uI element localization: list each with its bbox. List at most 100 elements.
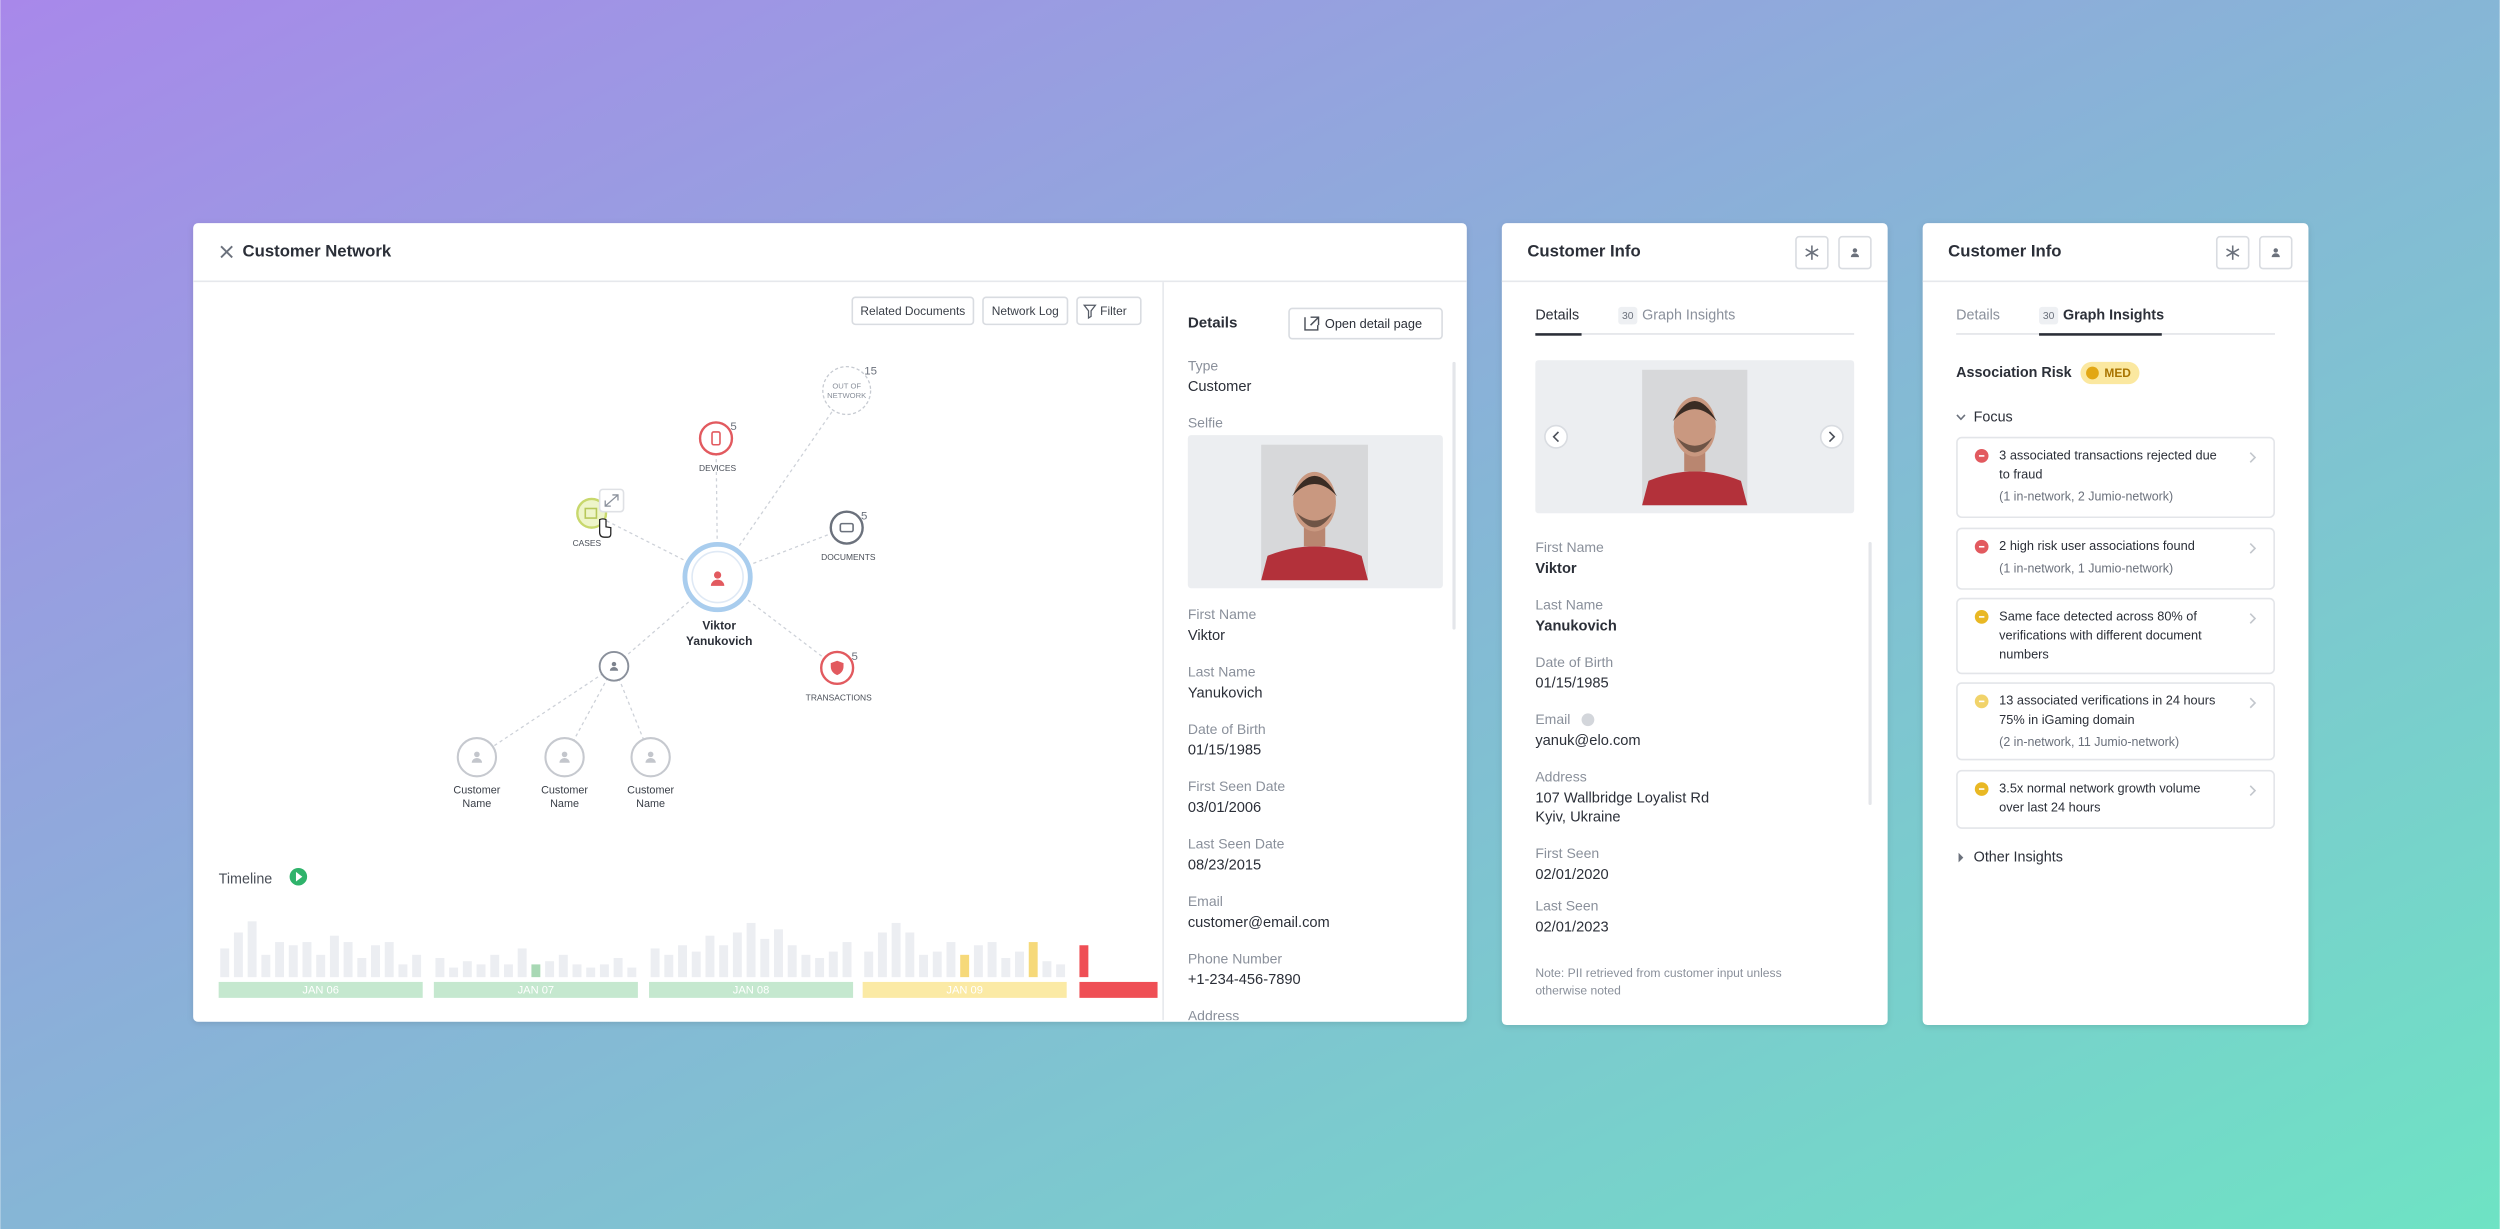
tab-badge-text: 30 [2043, 311, 2055, 322]
insight-card[interactable] [1956, 769, 2275, 829]
field-value: 08/23/2015 [1188, 857, 1261, 873]
timeline-segment[interactable] [218, 981, 423, 998]
group-title[interactable]: Focus [1974, 409, 2013, 425]
photo-shirt [1642, 471, 1748, 506]
node-label: DOCUMENTS [821, 552, 876, 562]
timeline-bar [357, 958, 367, 978]
field-value: Viktor [1535, 561, 1577, 577]
tab-badge-text: 30 [1622, 311, 1634, 322]
timeline-segment[interactable] [862, 981, 1067, 998]
timeline-bar [678, 945, 687, 978]
timeline-bar [774, 929, 783, 978]
insight-card[interactable] [1956, 527, 2275, 590]
chevron-icon [1552, 431, 1560, 443]
toolbar-button[interactable] [1076, 296, 1142, 326]
field-label: Date of Birth [1535, 654, 1613, 670]
timeline-bar [627, 967, 637, 978]
insight-card[interactable] [1956, 436, 2275, 519]
timeline-bar [462, 961, 472, 978]
node-label: Name [550, 798, 579, 810]
field-label: Type [1188, 357, 1219, 373]
timeline-bar [1079, 945, 1089, 978]
timeline-bar [932, 951, 942, 978]
field-value: 02/01/2020 [1535, 867, 1608, 883]
panel-title: Customer Network [243, 241, 392, 260]
photo-beard [1676, 437, 1713, 453]
node-count: 5 [730, 421, 736, 433]
node-label: Name [462, 798, 491, 810]
tab[interactable]: Details [1956, 307, 2000, 323]
play-icon [295, 871, 303, 882]
timeline-segment[interactable] [433, 981, 638, 998]
timeline-bar [275, 942, 285, 978]
person-icon-head [647, 751, 654, 758]
tab[interactable]: Graph Insights [1642, 307, 1735, 323]
timeline-bar [586, 967, 596, 978]
timeline-bar [732, 932, 742, 978]
network-panel [193, 223, 1467, 1022]
network-panel-content: Customer Network Related Documents Network… [193, 241, 1467, 1021]
chevron-icon [1828, 431, 1836, 443]
field-value: +1-234-456-7890 [1188, 972, 1301, 988]
toolbar-button[interactable] [851, 296, 975, 326]
timeline-bar [371, 945, 380, 978]
timeline-bar [746, 922, 756, 978]
graph-edge [564, 666, 615, 758]
insight-note: (1 in-network, 2 Jumio-network) [1999, 490, 2173, 504]
person-icon-head [561, 751, 568, 758]
risk-badge-icon [2086, 366, 2099, 380]
node-label: Customer [627, 785, 674, 797]
timeline-bar [842, 942, 852, 978]
person-icon-body [710, 579, 725, 586]
field-label: Selfie [1188, 415, 1223, 431]
timeline-bar [987, 942, 997, 978]
network-icon [1805, 248, 1819, 257]
chevron-icon [2249, 785, 2257, 796]
toolbar-button-label[interactable]: Related Documents [860, 304, 965, 318]
tab-underline [2039, 333, 2162, 336]
filter-icon [1082, 304, 1097, 320]
timeline-bar [261, 954, 271, 978]
timeline-bar [973, 945, 983, 978]
tab-underline [1535, 333, 1582, 336]
open-detail-button[interactable] [1288, 307, 1443, 340]
insight-text: 75% in iGaming domain [1999, 712, 2134, 727]
tab[interactable]: Graph Insights [2063, 307, 2164, 323]
timeline-bar [905, 932, 915, 978]
timeline-bar [664, 954, 674, 978]
timeline-bar [316, 954, 326, 978]
scrollbar [1452, 361, 1456, 630]
photo-hair [1672, 400, 1717, 422]
field-label: Phone Number [1188, 950, 1283, 966]
tab[interactable]: Details [1535, 307, 1579, 323]
timeline-bar [1042, 961, 1052, 978]
person-icon-head [2273, 248, 2278, 253]
timeline-segment-label: JAN 06 [302, 985, 339, 997]
insight-text: to fraud [1999, 466, 2042, 481]
carousel-button [1544, 424, 1569, 449]
node-label: Customer [541, 785, 588, 797]
timeline-bar [891, 922, 901, 978]
document-icon [839, 522, 854, 533]
timeline-segment[interactable] [1079, 981, 1158, 998]
insight-card[interactable] [1956, 597, 2275, 675]
device-icon [711, 431, 721, 446]
icon-button[interactable] [2259, 235, 2293, 270]
button-label[interactable]: Open detail page [1325, 316, 1422, 331]
field-label: First Name [1188, 606, 1257, 622]
field-label: Last Seen Date [1188, 836, 1285, 852]
timeline-bar [233, 932, 243, 978]
group-title[interactable]: Other Insights [1974, 849, 2063, 865]
node-label: Viktor [702, 619, 736, 633]
timeline-bar [503, 964, 513, 978]
timeline-segment[interactable] [649, 981, 854, 998]
person-icon-head [713, 571, 722, 579]
toolbar-button-label[interactable]: Filter [1100, 304, 1127, 318]
node-label: DEVICES [699, 463, 736, 473]
toolbar-button-label[interactable]: Network Log [992, 304, 1059, 318]
graph-edge [476, 665, 615, 758]
info-icon [1581, 713, 1595, 727]
insight-card[interactable] [1956, 682, 2275, 761]
icon-button[interactable] [1838, 235, 1872, 270]
toolbar-button[interactable] [982, 296, 1069, 326]
